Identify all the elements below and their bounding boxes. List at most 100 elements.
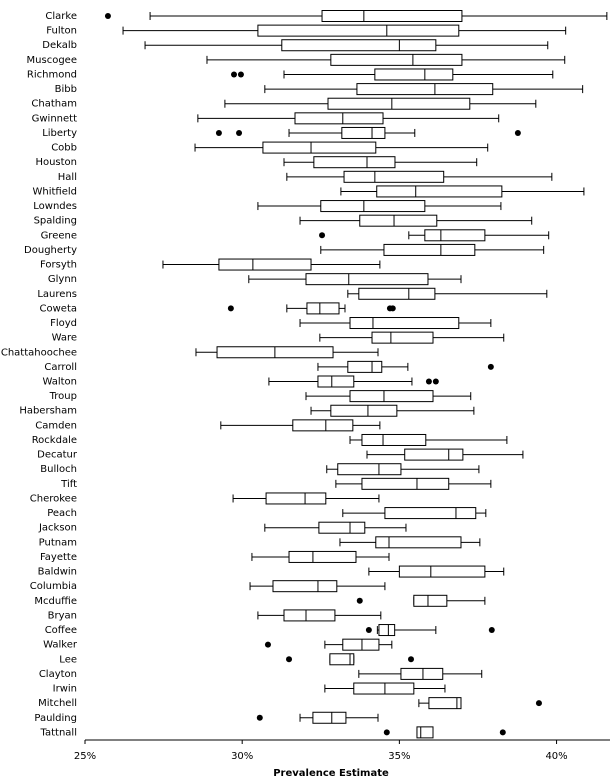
- category-label: Troup: [49, 391, 77, 402]
- box: [428, 697, 462, 710]
- box: [378, 624, 396, 637]
- category-label: Baldwin: [38, 567, 77, 578]
- category-label: Lee: [59, 654, 77, 665]
- category-label: Laurens: [37, 289, 77, 300]
- outlier: [487, 363, 494, 370]
- category-label: Columbia: [30, 581, 77, 592]
- category-label: Mcduffie: [34, 596, 77, 607]
- outlier: [432, 378, 439, 385]
- category-label: Walker: [43, 640, 78, 651]
- box: [320, 200, 426, 213]
- category-label: Tattnall: [40, 727, 77, 738]
- category-label: Cobb: [51, 143, 77, 154]
- box: [342, 638, 380, 651]
- category-label: Carroll: [44, 362, 77, 373]
- category-label: Walton: [42, 377, 77, 388]
- category-label: Paulding: [34, 713, 77, 724]
- box: [358, 287, 436, 300]
- box: [341, 126, 386, 139]
- category-label: Jackson: [38, 523, 77, 534]
- box: [306, 302, 340, 315]
- box: [288, 550, 357, 563]
- category-label: Bryan: [48, 610, 77, 621]
- category-label: Coweta: [40, 303, 77, 314]
- category-label: Richmond: [27, 69, 77, 80]
- category-label: Cherokee: [30, 493, 77, 504]
- outlier: [356, 597, 363, 604]
- category-label: Hall: [58, 172, 77, 183]
- outlier: [215, 129, 222, 136]
- category-label: Decatur: [37, 450, 78, 461]
- box: [413, 594, 448, 607]
- box: [337, 463, 402, 476]
- category-label: Liberty: [42, 128, 77, 139]
- box: [272, 580, 338, 593]
- category-label: Tift: [60, 479, 77, 490]
- category-label: Glynn: [48, 274, 77, 285]
- category-label: Lowndes: [33, 201, 77, 212]
- outlier: [227, 305, 234, 312]
- outlier: [319, 232, 326, 239]
- outlier: [425, 378, 432, 385]
- category-label: Houston: [35, 157, 77, 168]
- outlier: [514, 129, 521, 136]
- box: [376, 185, 503, 198]
- box: [383, 243, 476, 256]
- category-label: Habersham: [19, 406, 77, 417]
- box: [353, 682, 415, 695]
- outlier: [408, 656, 415, 663]
- box: [349, 317, 460, 330]
- box: [384, 507, 477, 520]
- box: [257, 24, 460, 37]
- category-label: Whitfield: [32, 186, 77, 197]
- category-label: Clarke: [45, 11, 77, 22]
- outlier: [535, 700, 542, 707]
- category-label: Chattahoochee: [1, 347, 77, 358]
- box: [327, 97, 471, 110]
- category-label: Forsyth: [40, 260, 77, 271]
- category-label: Ware: [52, 333, 77, 344]
- outlier: [389, 305, 396, 312]
- box: [356, 83, 494, 96]
- box: [361, 433, 427, 446]
- outlier: [231, 71, 238, 78]
- x-tick-label: 25%: [74, 751, 96, 762]
- box: [371, 331, 434, 344]
- outlier: [488, 627, 495, 634]
- x-axis-label: Prevalence Estimate: [273, 768, 389, 779]
- category-label: Coffee: [45, 625, 77, 636]
- box: [321, 10, 463, 22]
- category-label: Dekalb: [42, 40, 77, 51]
- box: [305, 273, 429, 286]
- category-label: Putnam: [39, 537, 77, 548]
- category-label: Greene: [41, 230, 77, 241]
- category-label: Muscogee: [27, 55, 77, 66]
- box: [424, 229, 486, 242]
- box: [398, 565, 486, 578]
- box: [359, 214, 438, 227]
- outlier: [256, 714, 263, 721]
- outlier: [286, 656, 293, 663]
- category-label: Chatham: [31, 99, 77, 110]
- box: [265, 492, 327, 505]
- category-label: Dougherty: [24, 245, 77, 256]
- category-label: Gwinnett: [32, 113, 77, 124]
- outlier: [237, 71, 244, 78]
- box: [218, 258, 312, 271]
- x-tick-label: 40%: [545, 751, 567, 762]
- box: [349, 390, 434, 403]
- box: [416, 726, 434, 739]
- outlier: [104, 13, 111, 19]
- box: [347, 360, 383, 373]
- outlier: [383, 729, 390, 736]
- category-label: Rockdale: [32, 435, 77, 446]
- box: [318, 521, 366, 534]
- box: [404, 448, 464, 461]
- box: [283, 609, 336, 622]
- category-label: Fayette: [40, 552, 77, 563]
- category-label: Peach: [47, 508, 77, 519]
- box: [262, 141, 377, 154]
- box: [317, 375, 355, 388]
